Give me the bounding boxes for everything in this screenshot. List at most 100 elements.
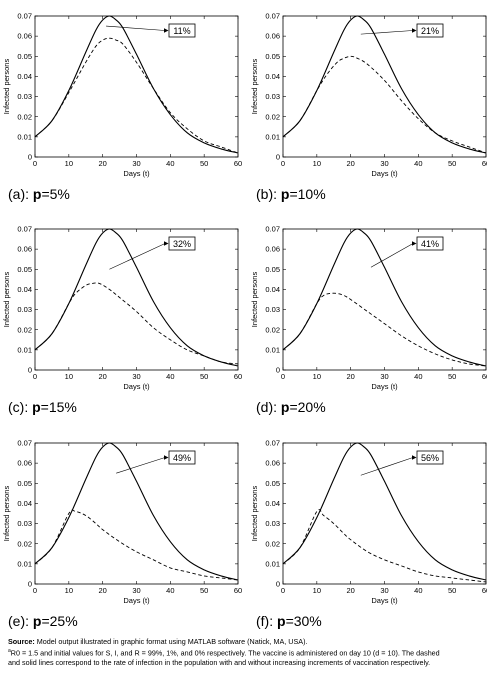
x-tick-label: 50 [200,586,208,595]
y-tick-label: 0 [28,153,32,162]
x-tick-label: 10 [65,586,73,595]
plot-frame [282,228,487,371]
dashed-series-line [34,282,239,365]
plot-frame [34,442,239,585]
x-tick-label: 40 [166,372,174,381]
dashed-series-line [282,292,487,367]
x-tick-label: 0 [281,586,285,595]
y-tick-label: 0.02 [265,539,280,548]
chart-panel-5: 0 10 20 30 40 50 60 0 0.01 0.02 0.03 0.04 0.05 0.06 0.… [250,439,487,629]
dashed-series-line [282,509,487,583]
x-tick-label: 0 [33,372,37,381]
caption-value: =5% [41,186,69,202]
x-tick-label: 30 [380,159,388,168]
x-tick-label: 40 [166,159,174,168]
dashed-series-line [34,37,239,154]
x-tick-label: 40 [414,372,422,381]
y-tick-label: 0.02 [17,539,32,548]
annotation-arrow-line [360,30,414,35]
y-tick-label: 0.03 [17,519,32,528]
annotation-box [416,23,444,38]
y-tick-label: 0.06 [17,459,32,468]
annotation-box [416,236,444,251]
x-tick-label: 50 [200,372,208,381]
caption-p-symbol: p [33,613,42,629]
annotation-label: 21% [421,26,439,36]
y-tick-label: 0.03 [265,92,280,101]
chart-panel-4: 0 10 20 30 40 50 60 0 0.01 0.02 0.03 0.04 0.05 0.06 0.… [2,439,242,629]
caption-prefix: (b): [256,186,281,202]
caption-prefix: (e): [8,613,33,629]
panel-caption: (a): p=5% [8,186,70,202]
x-tick-label: 50 [448,372,456,381]
y-tick-label: 0 [28,580,32,589]
y-tick-label: 0 [276,153,280,162]
chart-panel-2: 0 10 20 30 40 50 60 0 0.01 0.02 0.03 0.04 0.05 0.06 0.… [2,225,242,415]
source-text: Model output illustrated in graphic form… [34,637,308,646]
x-tick-label: 30 [132,372,140,381]
annotation-arrow-head [164,241,169,246]
caption-prefix: (c): [8,399,32,415]
solid-series-line [34,442,239,581]
caption-p-symbol: p [281,186,290,202]
annotation-arrow-line [109,243,166,270]
panel-caption: (b): p=10% [256,186,326,202]
annotation-label: 56% [421,453,439,463]
x-tick-label: 60 [482,586,487,595]
x-tick-label: 20 [346,372,354,381]
annotation-arrow-line [370,243,414,268]
x-tick-label: 60 [234,159,242,168]
x-axis-label: Days (t) [371,596,398,605]
x-tick-label: 20 [98,159,106,168]
caption-value: =30% [286,613,322,629]
caption-p-symbol: p [277,613,286,629]
caption-prefix: (d): [256,399,281,415]
y-tick-label: 0.01 [265,132,280,141]
y-tick-label: 0 [276,366,280,375]
x-tick-label: 0 [33,586,37,595]
annotation-arrow-line [360,457,414,476]
x-axis-label: Days (t) [123,169,150,178]
panel-caption: (c): p=15% [8,399,77,415]
y-tick-label: 0.07 [17,225,32,234]
annotation-box [168,236,196,251]
y-tick-label: 0.03 [265,519,280,528]
y-tick-label: 0.05 [265,479,280,488]
y-tick-label: 0.07 [265,225,280,234]
y-tick-label: 0.07 [265,12,280,21]
y-tick-label: 0.06 [17,32,32,41]
note-line-1: aR0 = 1.5 and initial values for S, I, a… [8,647,484,658]
y-tick-label: 0 [276,580,280,589]
chart-panel-3: 0 10 20 30 40 50 60 0 0.01 0.02 0.03 0.04 0.05 0.06 0.… [250,225,487,415]
caption-prefix: (f): [256,613,277,629]
chart-panel-1: 0 10 20 30 40 50 60 0 0.01 0.02 0.03 0.04 0.05 0.06 0.… [250,12,487,202]
y-tick-label: 0.07 [17,12,32,21]
y-tick-label: 0.05 [17,52,32,61]
annotation-arrow-head [412,28,417,33]
y-tick-label: 0.05 [265,52,280,61]
annotation-label: 41% [421,239,439,249]
x-tick-label: 20 [346,159,354,168]
note-text-1: R0 = 1.5 and initial values for S, I, an… [10,647,440,657]
y-tick-label: 0.01 [265,559,280,568]
note-text-2: and solid lines correspond to the rate o… [8,657,431,667]
y-tick-label: 0.04 [265,72,280,81]
annotation-label: 32% [173,239,191,249]
y-tick-label: 0.04 [17,72,32,81]
y-tick-label: 0 [28,366,32,375]
solid-series-line [282,442,487,581]
source-line: Source: Model output illustrated in grap… [8,637,484,647]
x-axis-label: Days (t) [371,382,398,391]
solid-series-line [282,15,487,154]
caption-p-symbol: p [32,399,41,415]
caption-value: =20% [289,399,325,415]
x-tick-label: 40 [414,586,422,595]
x-axis-label: Days (t) [371,169,398,178]
y-tick-label: 0.01 [17,132,32,141]
solid-series-line [34,15,239,154]
x-tick-label: 30 [132,586,140,595]
caption-p-symbol: p [33,186,42,202]
x-tick-label: 50 [200,159,208,168]
y-tick-label: 0.01 [17,559,32,568]
